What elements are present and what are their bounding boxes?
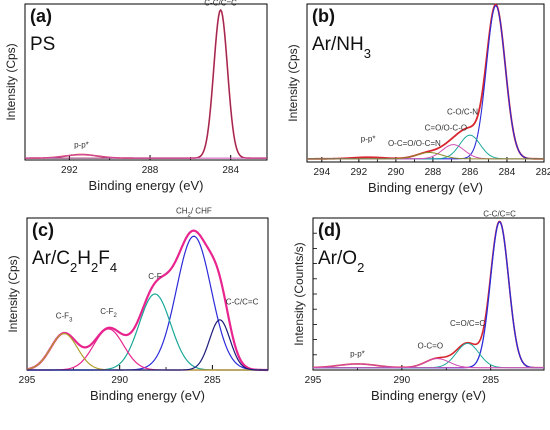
annotation-text: C-C/C=C: [480, 0, 513, 1]
peak-annotation: p-p*: [350, 349, 365, 358]
peak-annotation: C-C/C=C: [480, 0, 513, 1]
annotation-text: C-C/C=C: [204, 0, 237, 8]
annotation-subscript: 2: [188, 212, 192, 218]
x-axis-label: Binding energy (eV): [368, 180, 483, 195]
annotation-text: C-F: [148, 272, 161, 281]
series-2-curve: [25, 9, 267, 159]
peak-annotation: C-O/C-N: [447, 108, 478, 117]
annotation-text: C-F: [56, 311, 69, 320]
x-tick-label: 290: [388, 167, 405, 178]
peak-annotation: C=O/C=C: [450, 319, 485, 328]
peak-annotation: p-p*: [74, 141, 89, 150]
annotation-text: C=O/C=C: [450, 319, 485, 328]
x-tick-label: 282: [536, 167, 550, 178]
x-tick-label: 284: [222, 165, 239, 176]
series-1-curve: [25, 9, 267, 159]
x-tick-label: 285: [204, 375, 221, 386]
sample-label-subscript: 2: [91, 260, 98, 275]
x-tick-label: 295: [19, 375, 36, 386]
sample-label-subscript: 3: [364, 46, 371, 61]
x-tick-label: 284: [499, 167, 516, 178]
y-axis-label: Intensity (Cps): [4, 43, 18, 120]
series-1-curve: [307, 3, 544, 160]
x-tick-label: 295: [305, 375, 322, 386]
peak-annotation: C-C/C=C: [204, 0, 237, 8]
sample-label-text: Ar/C: [32, 248, 70, 269]
panel-label: (a): [30, 6, 52, 26]
x-tick-label: 290: [394, 375, 411, 386]
peak-annotation: O-C=O/O-C=N: [388, 139, 441, 148]
annotation-text: C-O/C-N: [447, 108, 478, 117]
annotation-text: C-F: [100, 307, 113, 316]
sample-label-text: H: [77, 248, 91, 269]
x-tick-label: 286: [462, 167, 479, 178]
peak-annotation: C-F3: [56, 311, 73, 323]
x-tick-label: 288: [425, 167, 442, 178]
panel-3: 295 290 285 Binding energy (eV) Intensity (C…: [6, 206, 269, 403]
x-tick-label: 292: [61, 165, 78, 176]
peak-annotation: C=O/O-C-O: [425, 123, 467, 132]
panel-label: (d): [318, 220, 341, 240]
panel-label: (b): [312, 6, 335, 26]
series-5-curve: [307, 152, 544, 160]
peak-annotation: C-F: [148, 272, 161, 281]
x-tick-label: 292: [351, 167, 368, 178]
x-tick-label: 285: [482, 375, 499, 386]
x-tick-label: 288: [142, 165, 159, 176]
series-5-curve: [26, 332, 268, 371]
sample-label-subscript: 2: [70, 260, 77, 275]
panel-label: (c): [32, 220, 54, 240]
sample-label-text: PS: [30, 34, 55, 55]
x-axis-label: Binding energy (eV): [90, 388, 205, 403]
peak-annotation: C-F2: [100, 307, 117, 319]
annotation-subscript: 2: [114, 313, 118, 319]
sample-label: Ar/C2H2F4: [32, 248, 117, 275]
plot-frame: [24, 3, 268, 161]
series-2-curve: [307, 5, 544, 160]
panel-4: 295 290 285 Binding energy (eV) Intensity (C…: [292, 209, 545, 403]
peak-annotation: p-p*: [361, 134, 376, 143]
x-tick-label: 294: [313, 167, 330, 178]
x-axis-label: Binding energy (eV): [89, 178, 204, 193]
series-3-curve: [25, 154, 267, 159]
annotation-text: p-p*: [74, 141, 89, 150]
peak-annotation: O-C=O: [417, 342, 443, 351]
plot-frame: [306, 3, 545, 163]
sample-label-subscript: 4: [110, 260, 117, 275]
sample-label: Ar/NH3: [312, 34, 371, 61]
y-axis-label: Intensity (Counts/s): [292, 242, 306, 345]
annotation-tail: / CHF: [191, 206, 212, 215]
plot-frame: [26, 217, 269, 371]
peak-annotation: C-C/C=C: [226, 298, 259, 307]
y-axis-label: Intensity (Cps): [286, 44, 300, 121]
annotation-text: CH: [176, 206, 188, 215]
sample-label-text: Ar/O: [318, 248, 357, 269]
annotation-subscript: 3: [69, 317, 73, 323]
annotation-text: C-C/C=C: [483, 209, 516, 218]
series-6-curve: [27, 319, 268, 371]
annotation-text: p-p*: [350, 349, 365, 358]
annotation-text: C=O/O-C-O: [425, 123, 467, 132]
sample-label-text: F: [98, 248, 110, 269]
x-tick-label: 290: [111, 375, 128, 386]
peak-annotation: CH2/ CHF: [176, 206, 212, 218]
sample-label: PS: [30, 34, 55, 55]
series-1-curve: [26, 229, 269, 372]
annotation-text: C-C/C=C: [226, 298, 259, 307]
panel-2: 294 292 290 288 286 284 282 Binding energy (eV)…: [286, 0, 550, 195]
peak-annotation: C-C/C=C: [483, 209, 516, 218]
sample-label-text: Ar/NH: [312, 34, 364, 55]
sample-label: Ar/O2: [318, 248, 364, 275]
annotation-text: O-C=O: [417, 342, 443, 351]
y-axis-label: Intensity (Cps): [6, 255, 20, 332]
annotation-text: O-C=O/O-C=N: [388, 139, 441, 148]
annotation-text: p-p*: [361, 134, 376, 143]
x-axis-label: Binding energy (eV): [371, 388, 486, 403]
series-5-curve: [312, 363, 544, 369]
sample-label-subscript: 2: [357, 260, 364, 275]
panel-1: 292 288 284 Binding energy (eV) Intensity (C…: [4, 0, 268, 193]
